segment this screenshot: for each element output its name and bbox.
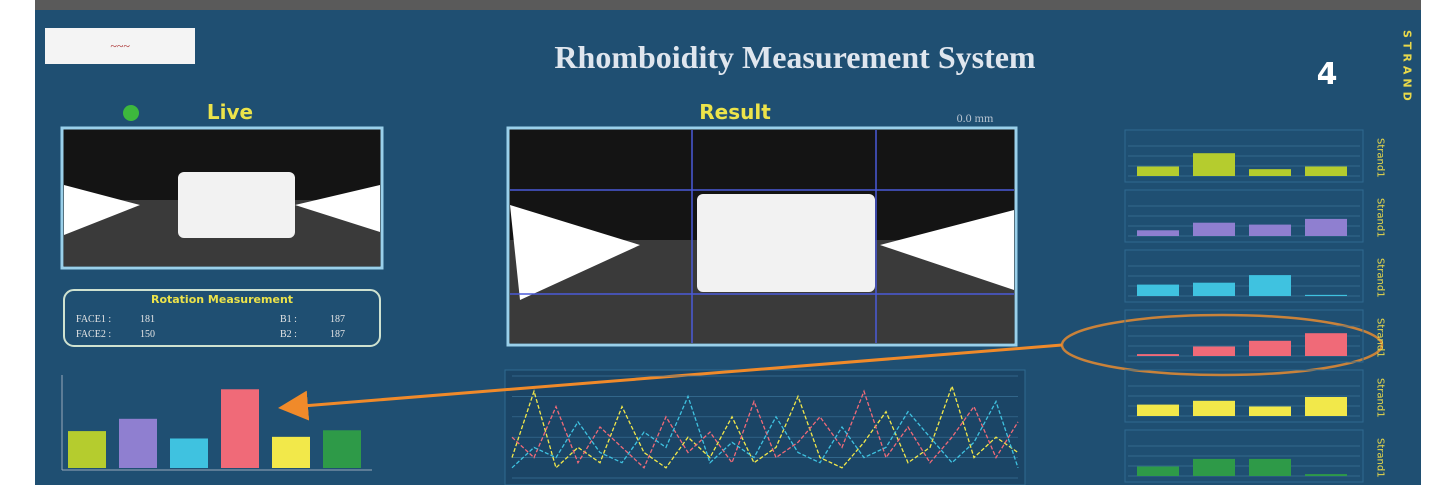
strand-bar (1305, 397, 1347, 416)
bar (68, 431, 106, 468)
bar (170, 438, 208, 468)
strand-bar (1249, 225, 1291, 236)
result-label: Result (699, 100, 771, 124)
logo-mark: ~~~ (110, 39, 130, 53)
strand-bar (1305, 167, 1347, 177)
bar (221, 389, 259, 468)
screen: ~~~ Rhomboidity Measurement System 4 STR… (0, 0, 1439, 485)
strand-bar (1137, 230, 1179, 236)
bar (272, 437, 310, 468)
rotation-cell: 187 (330, 329, 345, 340)
strand-bar (1137, 167, 1179, 177)
strand-chart-label: Strand1 (1375, 138, 1386, 178)
live-image-billet (178, 172, 295, 238)
strand-bar (1305, 295, 1347, 296)
strand-bar (1137, 354, 1179, 356)
strand-chart-label: Strand1 (1375, 318, 1386, 358)
strand-bar (1249, 169, 1291, 176)
bar (323, 430, 361, 468)
strand-bar (1193, 153, 1235, 176)
strand-chart-label: Strand1 (1375, 378, 1386, 418)
strand-bar (1249, 341, 1291, 356)
strand-chart-label: Strand1 (1375, 258, 1386, 298)
strand-bar (1249, 459, 1291, 476)
strand-label: STRAND (1401, 30, 1414, 105)
rotation-cell: 150 (140, 329, 155, 340)
window-bar (35, 0, 1421, 10)
strand-number: 4 (1317, 57, 1338, 92)
strand-bar (1305, 219, 1347, 236)
rotation-cell: FACE1 : (76, 314, 111, 325)
strand-bar (1249, 275, 1291, 296)
strand-bar (1137, 467, 1179, 477)
strand-bar (1249, 407, 1291, 417)
rotation-cell: 187 (330, 314, 345, 325)
rotation-cell: B1 : (280, 314, 297, 325)
rotation-title: Rotation Measurement (151, 293, 293, 306)
strand-chart-label: Strand1 (1375, 198, 1386, 238)
strand-bar (1305, 474, 1347, 476)
result-image-billet (697, 194, 875, 292)
status-led (123, 105, 139, 121)
strand-bar (1305, 333, 1347, 356)
trend-panel (505, 370, 1025, 485)
strand-bar (1193, 459, 1235, 476)
rotation-cell: B2 : (280, 329, 297, 340)
strand-bar (1193, 401, 1235, 416)
rotation-cell: 181 (140, 314, 155, 325)
strand-bar (1193, 223, 1235, 236)
result-offset: 0.0 mm (957, 111, 994, 125)
bar (119, 419, 157, 468)
live-label: Live (207, 100, 253, 124)
strand-bar (1137, 285, 1179, 296)
title: Rhomboidity Measurement System (554, 39, 1036, 75)
rotation-cell: FACE2 : (76, 329, 111, 340)
strand-bar (1137, 405, 1179, 416)
strand-bar (1193, 283, 1235, 296)
strand-bar (1193, 347, 1235, 357)
strand-chart-label: Strand1 (1375, 438, 1386, 478)
